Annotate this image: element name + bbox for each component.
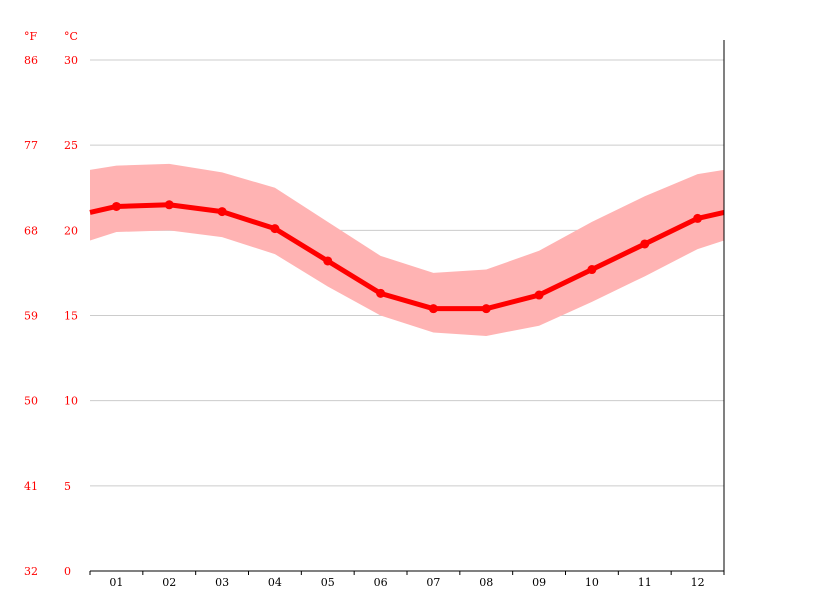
y-tick-label-celsius: 15 (64, 310, 78, 323)
y-tick-label-celsius: 25 (64, 139, 78, 152)
data-point (428, 304, 438, 314)
data-point (376, 288, 386, 298)
x-tick-label: 07 (426, 576, 440, 589)
y-tick-label-celsius: 5 (64, 480, 71, 493)
x-tick-label: 09 (532, 576, 546, 589)
data-point (640, 239, 650, 249)
data-point (534, 290, 544, 300)
x-tick-label: 04 (268, 576, 282, 589)
y-tick-label-celsius: 30 (64, 54, 78, 67)
y-tick-label-fahrenheit: 50 (24, 395, 38, 408)
data-point (164, 200, 174, 210)
data-point (111, 201, 121, 211)
data-point (693, 213, 703, 223)
data-point (481, 304, 491, 314)
x-tick-label: 03 (215, 576, 229, 589)
y-tick-label-celsius: 10 (64, 395, 78, 408)
data-point (323, 256, 333, 266)
y-tick-label-fahrenheit: 32 (24, 565, 38, 578)
x-tick-label: 06 (374, 576, 388, 589)
y-tick-label-fahrenheit: 77 (24, 139, 38, 152)
y-tick-label-celsius: 0 (64, 565, 71, 578)
x-tick-label: 01 (109, 576, 123, 589)
y-tick-label-fahrenheit: 68 (24, 224, 38, 237)
y-tick-label-fahrenheit: 41 (24, 480, 38, 493)
tick-labels: °F °C 32 0 41 5 50 10 59 15 68 20 77 25 86 30 01 02 03 04… (24, 30, 705, 589)
range-band-area (90, 163, 724, 336)
temperature-line (89, 200, 725, 314)
fahrenheit-unit-label: °F (24, 30, 38, 43)
x-tick-label: 12 (691, 576, 705, 589)
x-tick-label: 11 (638, 576, 652, 589)
axes (89, 40, 725, 575)
celsius-unit-label: °C (64, 30, 78, 43)
y-tick-label-fahrenheit: 86 (24, 54, 38, 67)
data-point (270, 224, 280, 234)
x-tick-label: 08 (479, 576, 493, 589)
x-tick-label: 02 (162, 576, 176, 589)
data-point (587, 265, 597, 275)
y-tick-label-celsius: 20 (64, 224, 78, 237)
data-point (217, 207, 227, 217)
y-tick-label-fahrenheit: 59 (24, 310, 38, 323)
x-tick-label: 10 (585, 576, 599, 589)
temperature-range-band (90, 163, 724, 336)
x-tick-label: 05 (321, 576, 335, 589)
series-line (89, 202, 725, 312)
